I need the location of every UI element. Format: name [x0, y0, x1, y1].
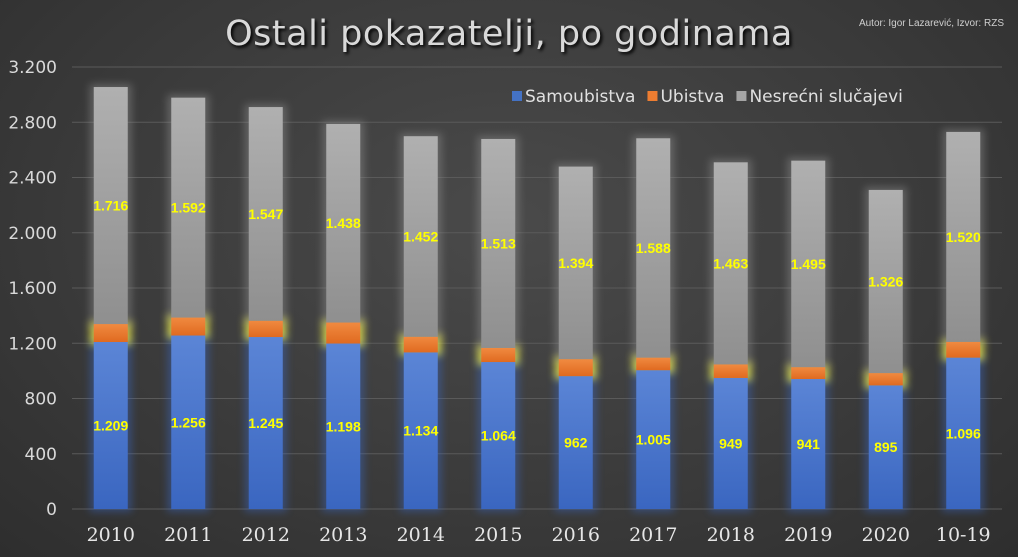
bar-ubistva: [713, 364, 748, 378]
data-label: 941: [797, 436, 821, 452]
x-tick-label: 2012: [242, 524, 290, 546]
data-label: 1.209: [93, 418, 128, 434]
y-tick-label: 1.200: [8, 334, 57, 354]
legend-label: Ubistva: [660, 87, 724, 107]
data-label: 1.463: [713, 255, 748, 271]
bar-nesre-ni-slu-ajevi: [946, 131, 981, 342]
data-label: 1.495: [791, 256, 826, 272]
bar-nesre-ni-slu-ajevi: [93, 87, 128, 325]
bar-nesre-ni-slu-ajevi: [403, 136, 438, 337]
y-tick-label: 0: [46, 500, 57, 520]
y-tick-label: 800: [25, 390, 57, 410]
chart-title: Ostali pokazatelji, po godinama: [225, 14, 793, 54]
data-label: 949: [719, 435, 743, 451]
x-tick-label: 2010: [87, 524, 135, 546]
bar-ubistva: [791, 367, 826, 380]
bar-ubistva: [868, 373, 903, 386]
bar-samoubistva: [93, 342, 128, 509]
bar-nesre-ni-slu-ajevi: [791, 160, 826, 368]
data-label: 1.438: [326, 215, 361, 231]
y-tick-label: 1.600: [8, 279, 57, 299]
data-label: 1.245: [248, 415, 283, 431]
bar-samoubistva: [326, 343, 361, 509]
x-tick-label: 2016: [552, 524, 600, 546]
data-label: 1.394: [558, 255, 593, 271]
data-label: 1.064: [481, 428, 516, 444]
x-tick-label: 2018: [707, 524, 755, 546]
bar-samoubistva: [248, 337, 283, 509]
data-label: 1.256: [171, 414, 206, 430]
x-tick-label: 10-19: [936, 524, 991, 546]
bar-ubistva: [326, 322, 361, 344]
y-tick-label: 2.000: [8, 224, 57, 244]
data-label: 895: [874, 439, 898, 455]
y-tick-label: 2.800: [8, 113, 57, 133]
bar-ubistva: [248, 320, 283, 338]
bar-ubistva: [946, 341, 981, 358]
bar-samoubistva: [403, 352, 438, 509]
data-label: 1.520: [946, 229, 981, 245]
bar-nesre-ni-slu-ajevi: [171, 97, 206, 318]
bar-ubistva: [403, 336, 438, 353]
legend-label: Nesrećni slučajevi: [749, 87, 902, 107]
bar-samoubistva: [481, 362, 516, 509]
bar-ubistva: [636, 357, 671, 371]
bar-samoubistva: [791, 379, 826, 509]
bar-nesre-ni-slu-ajevi: [558, 166, 593, 360]
y-tick-label: 400: [25, 445, 57, 465]
bar-nesre-ni-slu-ajevi: [868, 189, 903, 374]
legend-label: Samoubistva: [525, 87, 635, 107]
data-label: 1.716: [93, 198, 128, 214]
x-tick-label: 2019: [784, 524, 832, 546]
data-label: 962: [564, 435, 588, 451]
x-tick-label: 2020: [862, 524, 910, 546]
data-label: 1.198: [326, 418, 361, 434]
bar-ubistva: [171, 317, 206, 336]
data-label: 1.547: [248, 206, 283, 222]
data-label: 1.513: [481, 235, 516, 251]
bar-ubistva: [481, 347, 516, 363]
bar-samoubistva: [636, 370, 671, 509]
data-label: 1.326: [868, 274, 903, 290]
bar-samoubistva: [946, 357, 981, 509]
legend-swatch: [512, 91, 522, 101]
x-tick-label: 2013: [319, 524, 367, 546]
x-tick-label: 2015: [474, 524, 522, 546]
data-label: 1.134: [403, 423, 438, 439]
y-tick-label: 2.400: [8, 169, 57, 189]
bar-nesre-ni-slu-ajevi: [713, 162, 748, 365]
bar-ubistva: [93, 324, 128, 343]
data-label: 1.452: [403, 228, 438, 244]
y-tick-label: 3.200: [8, 58, 57, 78]
bar-nesre-ni-slu-ajevi: [326, 123, 361, 323]
bar-ubistva: [558, 359, 593, 377]
author-note: Autor: Igor Lazarević, Izvor: RZS: [858, 18, 1004, 29]
legend-swatch: [736, 91, 747, 101]
x-tick-label: 2014: [397, 524, 445, 546]
data-label: 1.592: [171, 200, 206, 216]
data-label: 1.096: [946, 425, 981, 441]
bar-nesre-ni-slu-ajevi: [481, 138, 516, 348]
bar-samoubistva: [713, 377, 748, 509]
data-label: 1.005: [636, 432, 671, 448]
x-tick-label: 2011: [164, 524, 212, 546]
bar-nesre-ni-slu-ajevi: [636, 138, 671, 358]
bar-nesre-ni-slu-ajevi: [248, 107, 283, 321]
x-tick-label: 2017: [629, 524, 677, 546]
legend-swatch: [647, 91, 658, 101]
bar-samoubistva: [558, 376, 593, 509]
bar-samoubistva: [171, 335, 206, 509]
bar-samoubistva: [868, 385, 903, 509]
data-label: 1.588: [636, 240, 671, 256]
